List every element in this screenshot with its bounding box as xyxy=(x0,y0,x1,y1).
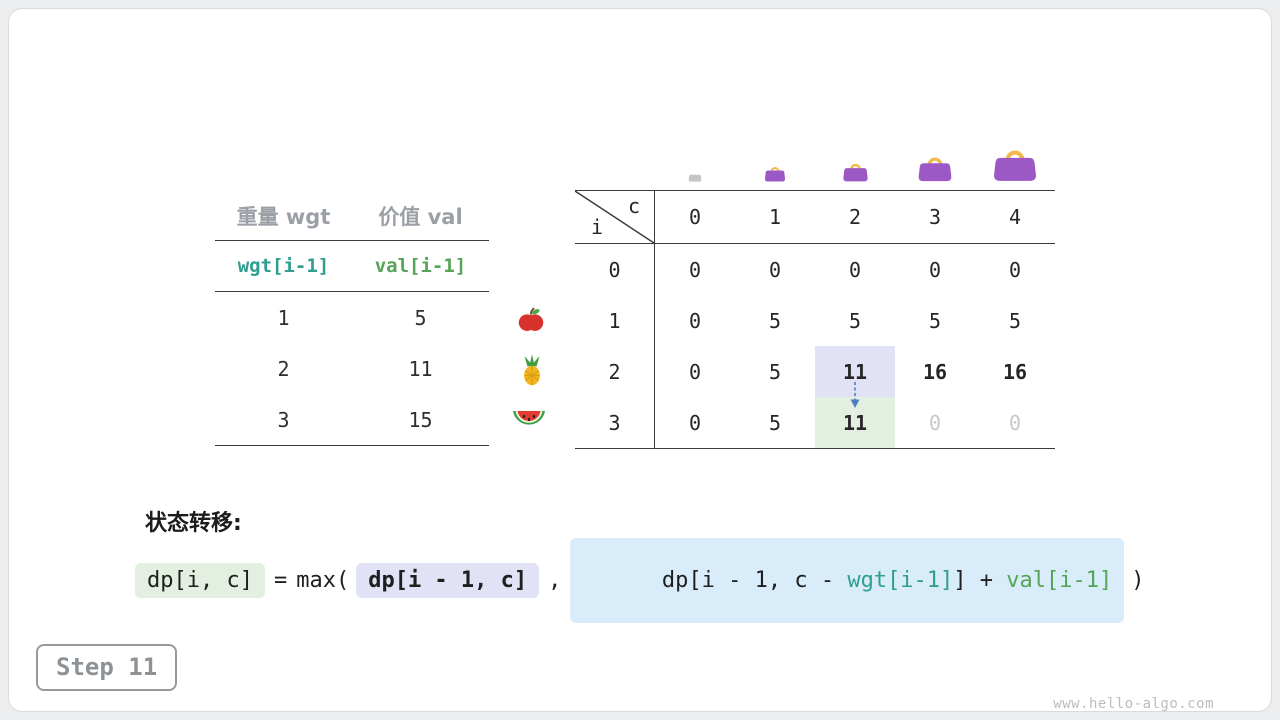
dp-table: c i 0 1 2 3 4 0 0 0 0 0 0 1 0 5 5 5 5 2 … xyxy=(575,190,1055,449)
transfer-arrow-icon xyxy=(850,382,860,408)
apple-icon xyxy=(517,306,545,338)
dp-cell: 0 xyxy=(688,410,702,435)
dp-row-header: 0 xyxy=(575,244,655,295)
formula-arg2-prefix: dp[i - 1, c - xyxy=(661,567,848,593)
item-wgt-value: 2 xyxy=(277,356,290,381)
item-val-value: 5 xyxy=(414,305,427,330)
dp-cell: 5 xyxy=(928,308,942,333)
dp-cell: 0 xyxy=(848,257,862,282)
corner-row-var: i xyxy=(591,215,604,239)
formula-arg1: dp[i - 1, c] xyxy=(356,562,540,598)
item-wgt-value: 1 xyxy=(277,305,290,330)
item-val-value: 15 xyxy=(408,407,433,432)
dp-cell: 0 xyxy=(1008,257,1022,282)
dp-col-header: 1 xyxy=(735,191,815,244)
bag-icon-capacity-0 xyxy=(655,128,735,182)
dp-cell: 16 xyxy=(922,359,948,384)
dp-cell: 0 xyxy=(1008,410,1022,435)
formula-close-paren: ) xyxy=(1131,567,1145,593)
watermark: www.hello-algo.com xyxy=(1053,696,1214,712)
dp-cell: 5 xyxy=(768,359,782,384)
items-col-header-val: 价值 val xyxy=(352,192,489,241)
dp-row-header: 1 xyxy=(575,295,655,346)
dp-cell: 0 xyxy=(928,257,942,282)
corner-col-var: c xyxy=(627,194,640,218)
item-val-value: 11 xyxy=(408,356,433,381)
bag-icon-capacity-1 xyxy=(735,128,815,182)
formula-arg2: dp[i - 1, c - wgt[i-1]] + val[i-1] xyxy=(570,537,1125,623)
bag-icon-capacity-4 xyxy=(975,128,1055,182)
capacity-bags-row xyxy=(655,128,1055,182)
formula-arg2-val: val[i-1] xyxy=(1006,567,1113,593)
pineapple-icon xyxy=(519,353,545,391)
corner-diagonal-line xyxy=(575,191,654,243)
items-col-header-wgt: 重量 wgt xyxy=(215,192,352,241)
bag-icon-capacity-2 xyxy=(815,128,895,182)
dp-cell: 5 xyxy=(848,308,862,333)
dp-cell: 5 xyxy=(768,308,782,333)
dp-cell: 0 xyxy=(928,410,942,435)
dp-cell: 5 xyxy=(768,410,782,435)
dp-col-header: 3 xyxy=(895,191,975,244)
formula-lhs: dp[i, c] xyxy=(135,562,265,598)
dp-cell: 0 xyxy=(768,257,782,282)
items-var-wgt: wgt[i-1] xyxy=(215,241,352,292)
state-transition-label: 状态转移: xyxy=(145,511,242,536)
dp-cell-current-highlight: 11 xyxy=(815,397,895,448)
dp-col-header: 0 xyxy=(655,191,735,244)
bag-icon-capacity-3 xyxy=(895,128,975,182)
dp-row-header: 3 xyxy=(575,397,655,448)
items-table: 重量 wgt 价值 val wgt[i-1] val[i-1] 1 5 2 11… xyxy=(215,192,489,446)
watermelon-icon xyxy=(512,408,546,436)
dp-col-header: 2 xyxy=(815,191,895,244)
step-badge: Step 11 xyxy=(36,644,178,691)
formula-arg2-wgt: wgt[i-1] xyxy=(847,567,954,593)
formula-max-open: max( xyxy=(296,567,350,593)
items-var-val: val[i-1] xyxy=(352,241,489,292)
dp-cell: 0 xyxy=(688,257,702,282)
dp-cell: 0 xyxy=(688,308,702,333)
formula-comma: , xyxy=(548,567,562,593)
formula-arg2-mid: ] + xyxy=(953,567,1007,593)
dp-cell: 16 xyxy=(1002,359,1028,384)
dp-col-header: 4 xyxy=(975,191,1055,244)
dp-cell: 0 xyxy=(688,359,702,384)
formula-equals: = xyxy=(273,567,288,593)
state-transition-formula: dp[i, c] = max( dp[i - 1, c] , dp[i - 1,… xyxy=(135,537,1152,623)
dp-corner-cell: c i xyxy=(575,191,655,244)
dp-cell: 5 xyxy=(1008,308,1022,333)
dp-row-header: 2 xyxy=(575,346,655,397)
item-wgt-value: 3 xyxy=(277,407,290,432)
